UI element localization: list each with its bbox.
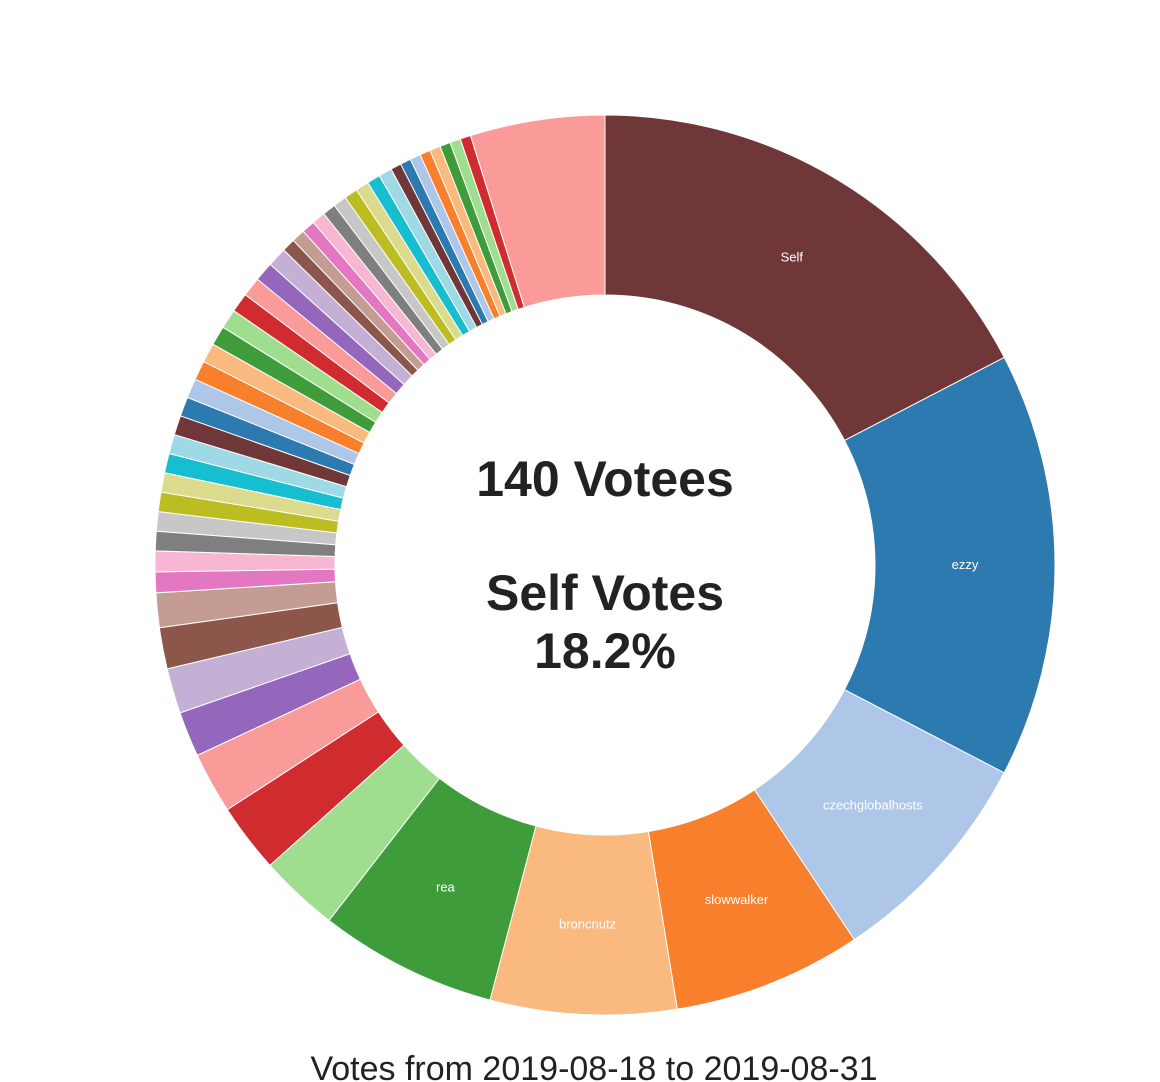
center-votee-count: 140 Votees — [476, 451, 734, 507]
slice-labels: Self ezzy czechglobalhosts slowwalker broncn… — [436, 249, 979, 931]
slice-self — [604, 114, 1005, 442]
slice-label-rea: rea — [436, 880, 456, 895]
slice-label-self: Self — [781, 249, 804, 264]
center-self-votes-label: Self Votes — [486, 565, 724, 621]
slice-ezzy — [843, 356, 1056, 774]
slice-label-slowwalker: slowwalker — [705, 892, 769, 907]
donut-slices — [154, 114, 1056, 1016]
slice-label-czechglobalhosts: czechglobalhosts — [823, 798, 923, 813]
slice-label-ezzy: ezzy — [952, 557, 979, 572]
slice-51 — [469, 114, 606, 308]
chart-caption: Votes from 2019-08-18 to 2019-08-31 — [310, 1050, 877, 1082]
slice-label-broncnutz: broncnutz — [559, 917, 616, 932]
center-self-votes-percent: 18.2% — [534, 623, 676, 679]
